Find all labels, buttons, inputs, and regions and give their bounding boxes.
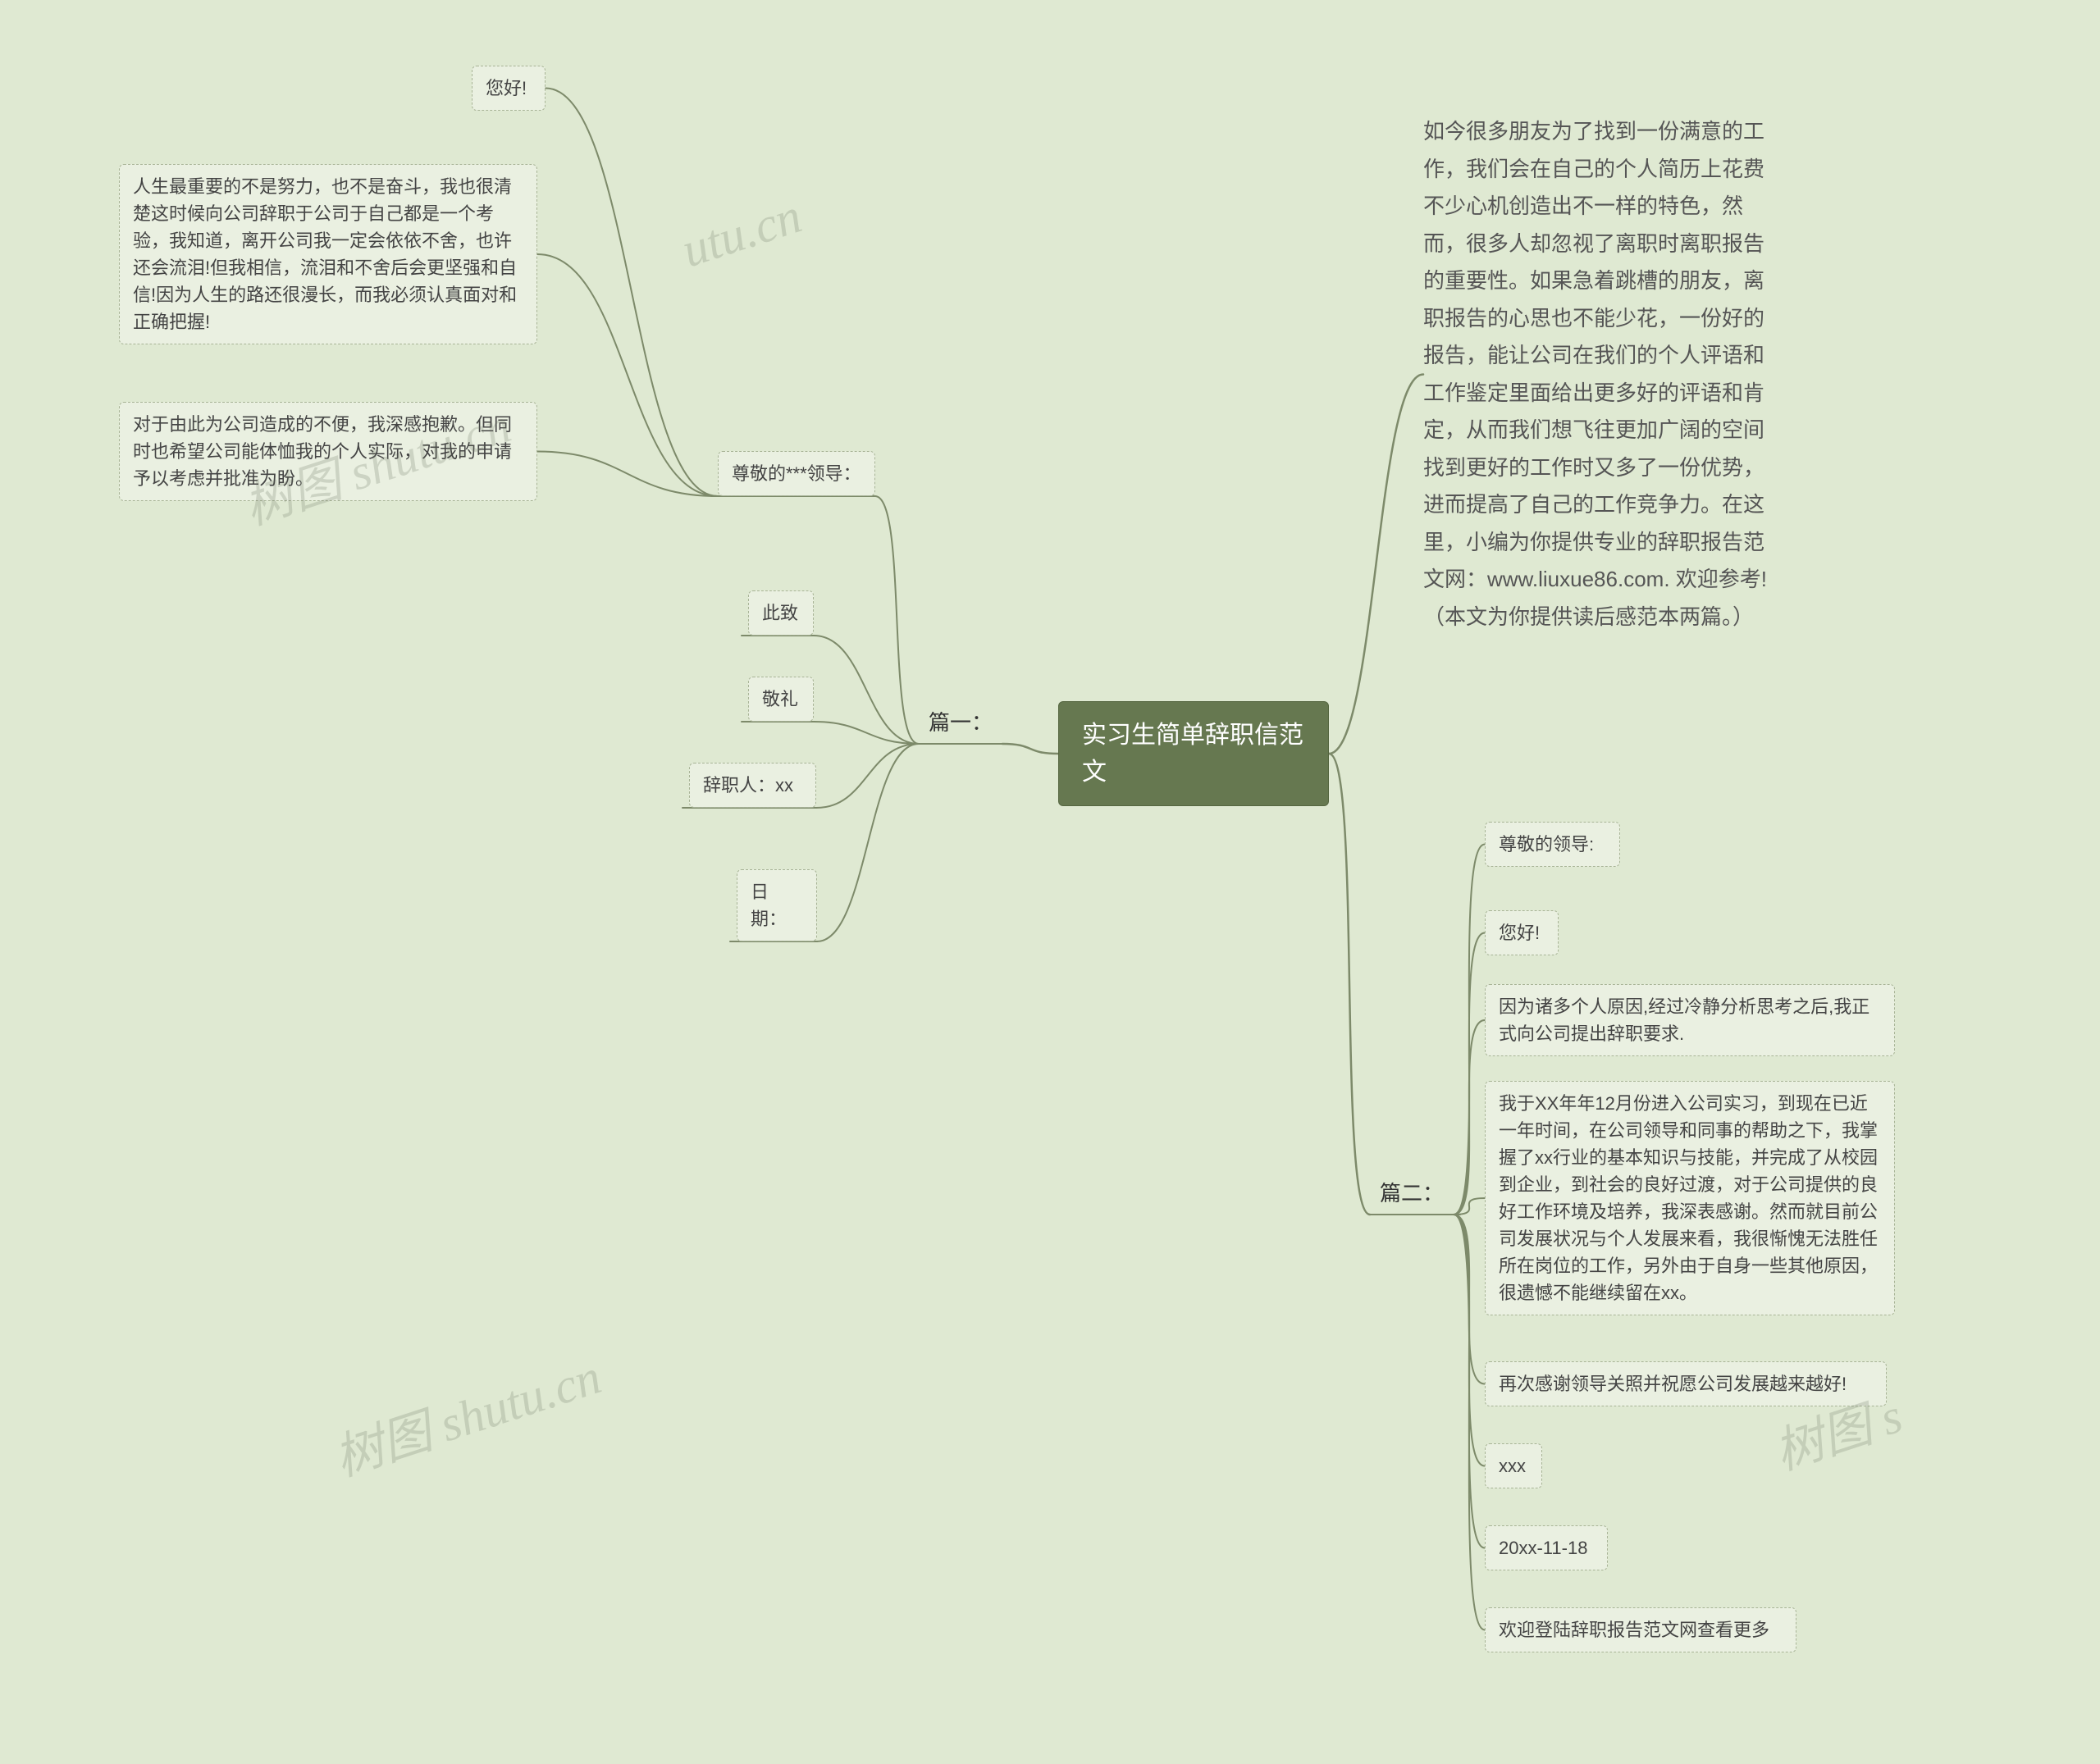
right-leaf-7[interactable]: 欢迎登陆辞职报告范文网查看更多 [1485, 1607, 1796, 1652]
right-leaf-4[interactable]: 再次感谢领导关照并祝愿公司发展越来越好! [1485, 1361, 1887, 1406]
watermark: utu.cn [675, 188, 808, 279]
right-leaf-3[interactable]: 我于XX年年12月份进入公司实习，到现在已近一年时间，在公司领导和同事的帮助之下… [1485, 1081, 1895, 1315]
mindmap-stage: 实习生简单辞职信范文 如今很多朋友为了找到一份满意的工作，我们会在自己的个人简历… [0, 0, 2100, 1764]
center-node[interactable]: 实习生简单辞职信范文 [1058, 701, 1329, 806]
left-group-header[interactable]: 尊敬的***领导： [718, 451, 875, 496]
left-sib-1[interactable]: 敬礼 [748, 677, 814, 722]
branch-left[interactable]: 篇一： [919, 702, 1002, 744]
right-leaf-2[interactable]: 因为诸多个人原因,经过冷静分析思考之后,我正式向公司提出辞职要求. [1485, 984, 1895, 1056]
right-leaf-5[interactable]: xxx [1485, 1443, 1542, 1488]
watermark: 树图 shutu.cn [324, 1337, 609, 1490]
intro-paragraph: 如今很多朋友为了找到一份满意的工作，我们会在自己的个人简历上花费不少心机创造出不… [1423, 113, 1784, 636]
branch-right[interactable]: 篇二： [1370, 1173, 1454, 1215]
left-sib-3[interactable]: 日期： [737, 869, 817, 941]
left-leaf-0[interactable]: 您好! [472, 66, 546, 111]
left-leaf-1[interactable]: 人生最重要的不是努力，也不是奋斗，我也很清楚这时候向公司辞职于公司于自己都是一个… [119, 164, 537, 344]
left-sib-0[interactable]: 此致 [748, 590, 814, 636]
right-leaf-0[interactable]: 尊敬的领导: [1485, 822, 1620, 867]
right-leaf-1[interactable]: 您好! [1485, 910, 1559, 955]
left-sib-2[interactable]: 辞职人：xx [689, 763, 816, 808]
right-leaf-6[interactable]: 20xx-11-18 [1485, 1525, 1608, 1570]
left-leaf-2[interactable]: 对于由此为公司造成的不便，我深感抱歉。但同时也希望公司能体恤我的个人实际，对我的… [119, 402, 537, 501]
